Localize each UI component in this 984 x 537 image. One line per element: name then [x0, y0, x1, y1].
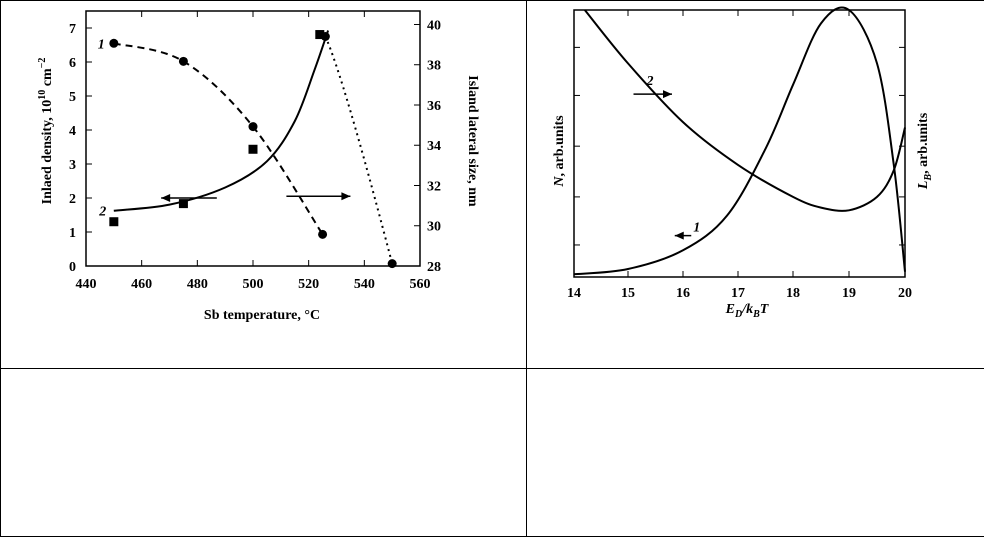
y-right-tick-label: 36: [427, 99, 441, 114]
y-axis-label-right: Island lateral size, nm: [465, 75, 480, 207]
chart-right: 14 15 16 17 18 19 20 1 2 ED/kBT N, arb.units LB…: [527, 1, 983, 363]
series-1-point: [249, 122, 258, 131]
x-tick-label: 540: [354, 277, 375, 292]
x-tick-label: 480: [187, 277, 208, 292]
x-tick-label: 17: [731, 286, 745, 301]
series-2-point: [249, 145, 258, 154]
x-axis-label: Sb temperature, °C: [204, 308, 320, 323]
series-2-point: [179, 199, 188, 208]
series-1-label: 1: [693, 221, 700, 236]
y-right-tick-label: 28: [427, 260, 441, 275]
y-right-tick-label: 34: [427, 139, 441, 154]
series-2-line: [585, 10, 905, 211]
series-1-arrow-head: [675, 232, 684, 240]
series-1-label: 1: [98, 37, 105, 52]
y-left-tick-label: 1: [69, 226, 76, 241]
y-axis-label-right: LB, arb.units: [916, 112, 934, 190]
x-tick-label: 560: [410, 277, 431, 292]
y-right-tick-label: 32: [427, 179, 441, 194]
series-1-point: [109, 39, 118, 48]
empty-cell-bottom-right: [527, 369, 984, 537]
right-chart-cell: 14 15 16 17 18 19 20 1 2 ED/kBT N, arb.units LB…: [527, 1, 984, 369]
y-left-tick-label: 3: [69, 158, 76, 173]
x-tick-label: 500: [243, 277, 264, 292]
x-tick-label: 20: [898, 286, 912, 301]
series-1-line: [574, 8, 905, 275]
x-tick-label: 16: [676, 286, 690, 301]
plot-frame: [86, 11, 420, 266]
series-1-point: [179, 57, 188, 66]
x-tick-label: 440: [76, 277, 97, 292]
y-right-tick-label: 38: [427, 59, 441, 74]
y-axis-label-left: Inlaed density, 1010 cm−2: [37, 58, 55, 205]
y-left-tick-label: 0: [69, 260, 76, 275]
left-axis-arrow-head: [161, 194, 170, 202]
plot-frame: [574, 10, 905, 277]
y-axis-label-left: N, arb.units: [552, 115, 567, 188]
series-2-point: [109, 217, 118, 226]
x-axis-label: ED/kBT: [725, 302, 770, 320]
y-left-tick-label: 2: [69, 192, 76, 207]
series-2-label: 2: [98, 205, 106, 220]
empty-cell-bottom-left: [1, 369, 527, 537]
x-tick-label: 14: [567, 286, 581, 301]
right-axis-arrow-head: [341, 192, 350, 200]
y-left-tick-label: 4: [69, 124, 76, 139]
y-right-tick-label: 40: [427, 18, 441, 33]
series-2-point: [315, 30, 324, 39]
y-right-tick-label: 30: [427, 220, 441, 235]
series-2-arrow-head: [663, 90, 672, 98]
dotted-line: [325, 37, 392, 264]
x-tick-label: 520: [298, 277, 319, 292]
x-tick-label: 460: [131, 277, 152, 292]
series-1-point: [318, 230, 327, 239]
x-tick-label: 19: [842, 286, 856, 301]
y-left-tick-label: 6: [69, 56, 76, 71]
series-1-line: [114, 43, 323, 234]
y-left-tick-label: 5: [69, 90, 76, 105]
x-tick-label: 18: [786, 286, 800, 301]
x-tick-label: 15: [621, 286, 635, 301]
y-left-tick-label: 7: [69, 22, 76, 37]
series-2-label: 2: [646, 74, 654, 89]
series-2-line: [114, 31, 328, 211]
dotted-point: [388, 259, 397, 268]
